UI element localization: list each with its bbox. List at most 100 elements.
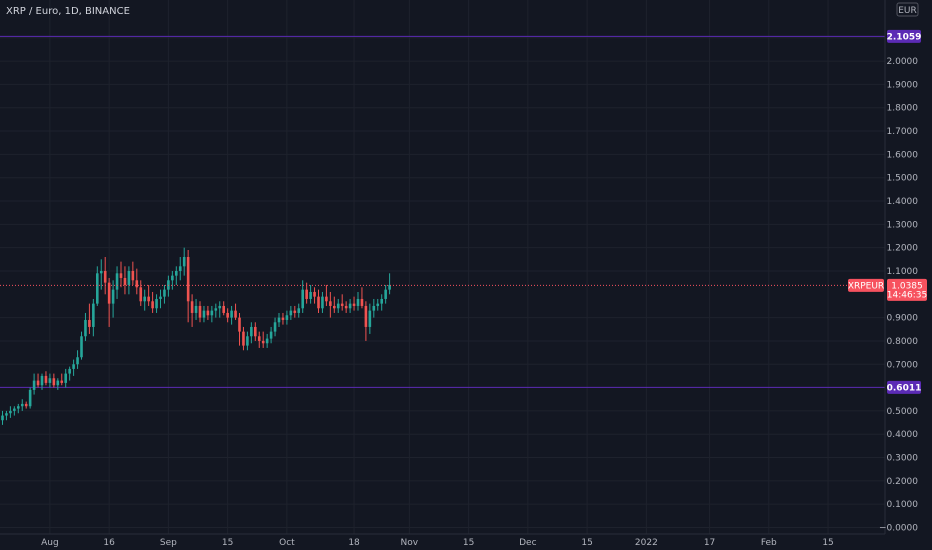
candle-body — [190, 301, 194, 313]
candle-body — [115, 273, 119, 290]
time-tick-label: Aug — [41, 538, 59, 548]
candle-body — [269, 331, 273, 339]
candle-body — [40, 375, 44, 386]
price-tick-label: 1.5000 — [887, 174, 919, 184]
candle-body — [210, 310, 214, 316]
candle-body — [92, 303, 95, 327]
symbol-badge-label: XRPEUR — [848, 281, 884, 291]
price-tick-label: 0.1000 — [887, 500, 919, 510]
candle-body — [155, 298, 158, 309]
candle-body — [96, 273, 99, 304]
price-tick-label: 0.9000 — [887, 314, 919, 324]
symbol-title: XRP / Euro, 1D, BINANCE — [6, 6, 130, 17]
price-tick-label: 1.8000 — [887, 104, 919, 114]
price-tick-label: 1.6000 — [887, 150, 919, 160]
candle-body — [206, 310, 210, 316]
time-tick-label: 18 — [348, 538, 360, 548]
horizontal-level-lines[interactable] — [0, 35, 885, 388]
level-price-label: 2.1059 — [887, 32, 922, 42]
candlestick-series — [1, 247, 391, 425]
candle-body — [143, 296, 146, 302]
currency-label: EUR — [898, 6, 917, 16]
candle-body — [388, 284, 391, 290]
last-price-badge — [887, 278, 927, 301]
candle-body — [348, 303, 352, 309]
candle-body — [293, 310, 297, 313]
candle-body — [364, 305, 368, 327]
candle-body — [76, 357, 79, 365]
candle-body — [273, 322, 277, 332]
candle-body — [317, 296, 320, 309]
candle-body — [360, 298, 364, 306]
candle-body — [52, 378, 56, 386]
candle-body — [218, 305, 222, 309]
candle-body — [372, 305, 376, 311]
candle-body — [242, 331, 245, 346]
candle-body — [250, 326, 253, 337]
level-price-badge — [887, 29, 921, 43]
candle-body — [198, 305, 202, 318]
candle-body — [147, 296, 150, 302]
price-tick-label: 1.3000 — [887, 220, 919, 230]
price-tick-label: 0.2000 — [887, 477, 919, 487]
candle-body — [285, 315, 289, 320]
time-tick-label: 17 — [704, 538, 715, 548]
candle-body — [238, 317, 241, 332]
price-tick-label: 0.8000 — [887, 337, 919, 347]
candle-body — [222, 305, 225, 313]
time-tick-label: Nov — [401, 538, 419, 548]
candle-body — [333, 305, 336, 309]
candle-body — [5, 413, 8, 416]
candle-body — [277, 317, 281, 323]
candle-body — [107, 282, 111, 304]
candle-body — [340, 303, 344, 306]
candle-body — [131, 270, 135, 281]
candle-body — [257, 336, 261, 341]
candle-body — [80, 336, 83, 358]
candle-body — [84, 319, 87, 337]
time-tick-label: Dec — [519, 538, 536, 548]
last-price-label: 1.0385 — [891, 281, 923, 291]
candle-body — [139, 287, 143, 302]
candle-body — [48, 378, 52, 383]
time-tick-label: 16 — [103, 538, 115, 548]
currency-button[interactable] — [896, 2, 919, 17]
candle-body — [352, 303, 356, 306]
candle-body — [17, 406, 20, 409]
price-tick-label: 0.5000 — [887, 407, 919, 417]
price-tick-label: 1.1000 — [887, 267, 919, 277]
candle-body — [123, 277, 127, 285]
price-tick-label: 0.7000 — [887, 360, 919, 370]
candle-body — [289, 310, 293, 316]
candle-body — [325, 296, 328, 302]
symbol-badge — [848, 278, 884, 292]
candle-body — [202, 310, 206, 318]
candle-body — [151, 301, 154, 309]
candle-body — [356, 298, 360, 306]
candle-body — [321, 296, 324, 309]
candle-body — [9, 410, 12, 414]
candle-body — [313, 291, 316, 297]
candle-body — [68, 368, 71, 374]
time-tick-label: 15 — [822, 538, 833, 548]
price-tick-label: 1.2000 — [887, 244, 919, 254]
candle-body — [44, 375, 48, 383]
candle-body — [163, 289, 166, 297]
candle-body — [171, 275, 174, 281]
candle-body — [182, 256, 186, 267]
time-axis[interactable]: Aug 16 Sep 15 Oct 18 Nov 15 Dec 15 2022 17 Feb 15 — [41, 538, 834, 548]
candle-body — [111, 289, 115, 304]
price-tick-label: 0.3000 — [887, 454, 919, 464]
candle-body — [265, 338, 269, 344]
candle-body — [72, 364, 75, 369]
candle-body — [99, 270, 103, 274]
candle-body — [344, 305, 348, 309]
candle-body — [24, 403, 28, 407]
candle-body — [20, 403, 24, 407]
candle-body — [297, 308, 301, 313]
candle-body — [28, 389, 32, 407]
candle-body — [380, 298, 383, 304]
